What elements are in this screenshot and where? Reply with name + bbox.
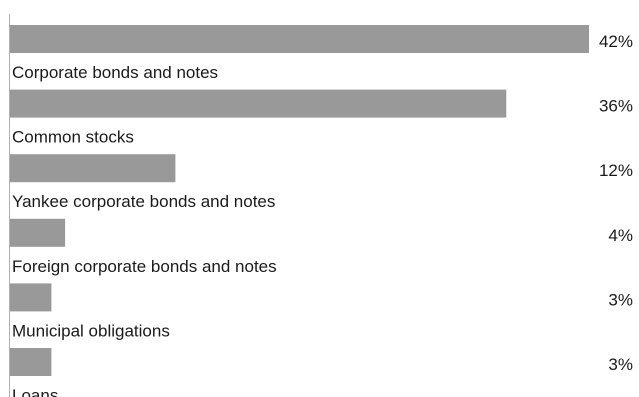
value-label-3: 4% bbox=[608, 226, 633, 245]
category-label-1: Common stocks bbox=[12, 128, 134, 147]
category-label-2: Yankee corporate bonds and notes bbox=[12, 192, 275, 211]
bar-2 bbox=[10, 154, 176, 183]
value-label-1: 36% bbox=[599, 97, 633, 116]
bar-3 bbox=[10, 218, 66, 247]
value-label-0: 42% bbox=[599, 32, 633, 51]
category-label-4: Municipal obligations bbox=[12, 321, 170, 340]
bar-5 bbox=[10, 348, 52, 376]
value-label-5: 3% bbox=[608, 355, 633, 374]
category-label-5: Loans bbox=[12, 386, 58, 397]
bar-4 bbox=[10, 283, 52, 312]
category-label-3: Foreign corporate bonds and notes bbox=[12, 257, 277, 276]
value-label-4: 3% bbox=[608, 290, 633, 309]
bar-1 bbox=[10, 89, 507, 118]
value-label-2: 12% bbox=[599, 161, 633, 180]
bars-group: 42% Corporate bonds and notes 36% Common st… bbox=[10, 25, 633, 397]
bar-0 bbox=[10, 25, 589, 53]
category-label-0: Corporate bonds and notes bbox=[12, 63, 218, 82]
